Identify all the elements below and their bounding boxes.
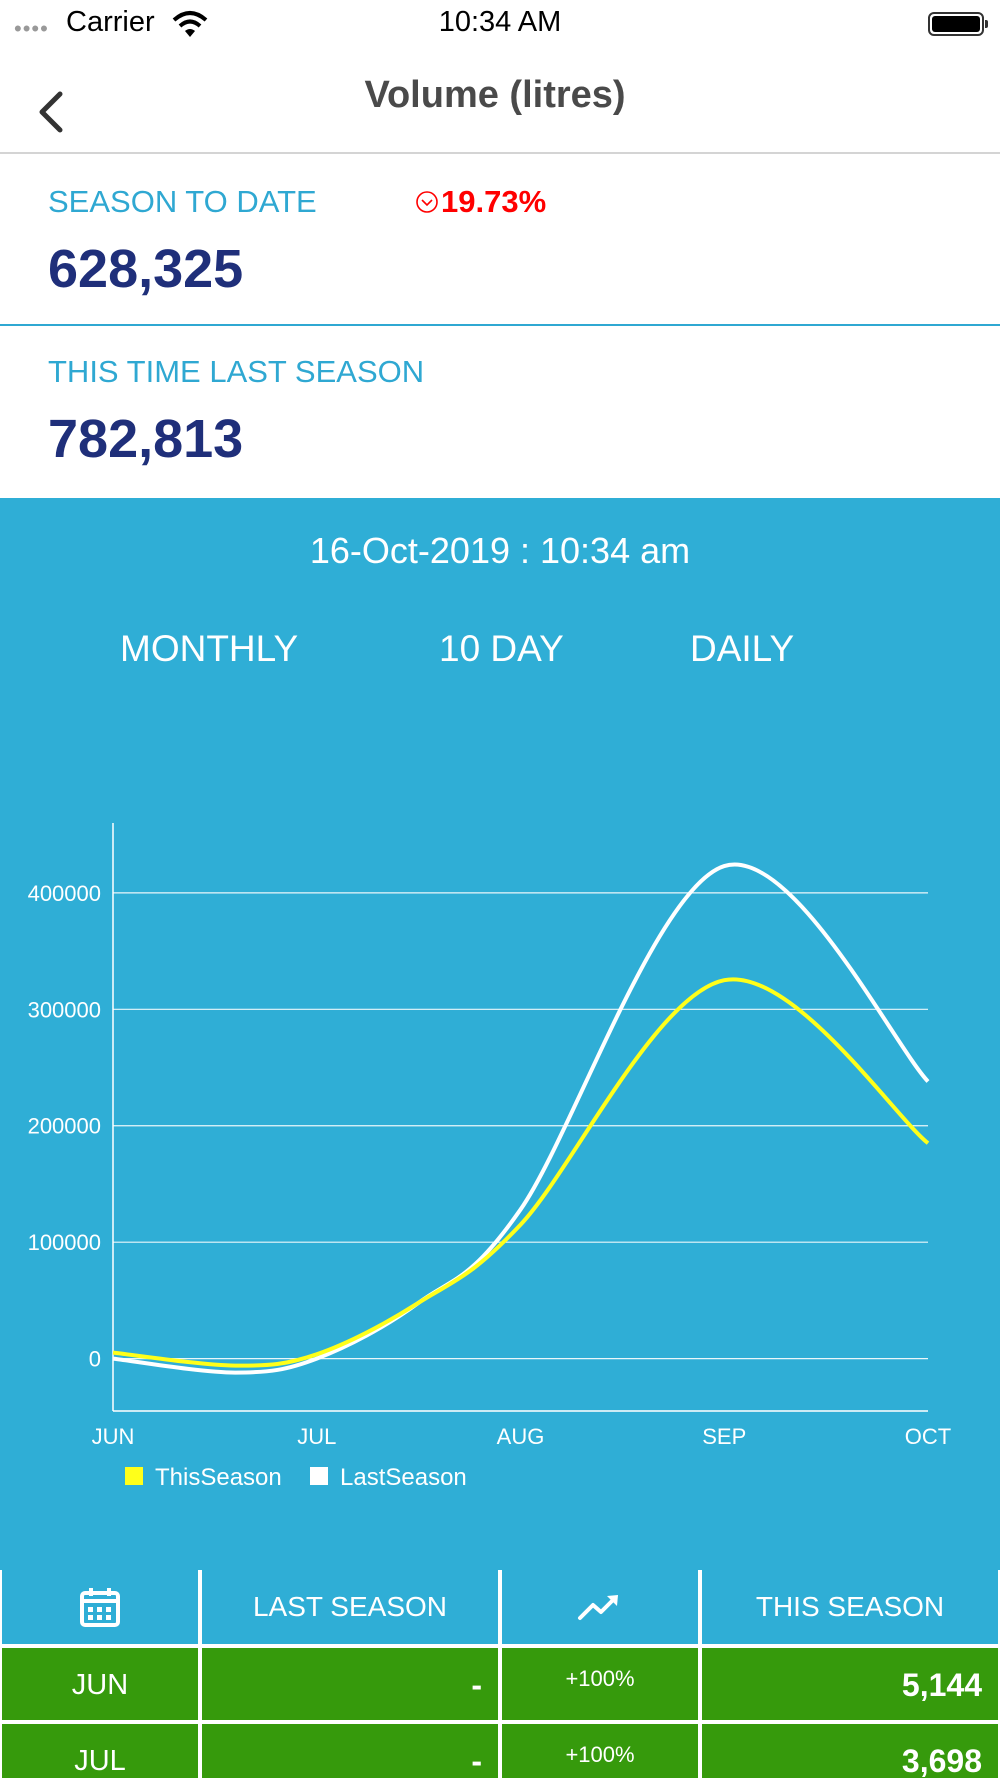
change-cell: +100% (500, 1724, 700, 1778)
season-change-badge: 19.73% (415, 184, 546, 220)
month-cell: JUL (0, 1724, 200, 1778)
series-line-thisseason (112, 977, 930, 1368)
this-season-cell: 5,144 (700, 1648, 1000, 1722)
wifi-icon (172, 11, 208, 37)
y-tick-label: 100000 (28, 1230, 101, 1255)
carrier-label: Carrier (66, 6, 155, 38)
back-chevron-icon[interactable] (28, 86, 78, 136)
table-row: JUN - +100% 5,144 (0, 1648, 1000, 1724)
last-season-header: LAST SEASON (200, 1570, 500, 1644)
season-to-date-label: SEASON TO DATE (48, 184, 317, 219)
last-season-section: THIS TIME LAST SEASON 782,813 (0, 328, 1000, 498)
last-season-label: THIS TIME LAST SEASON (48, 354, 425, 389)
tab-monthly[interactable]: MONTHLY (120, 628, 299, 669)
legend-label-lastseason: LastSeason (340, 1464, 467, 1491)
calendar-icon (80, 1588, 120, 1627)
table-header-row: LAST SEASON THIS SEASON (0, 1570, 1000, 1646)
tab-10-day[interactable]: 10 DAY (439, 628, 564, 669)
x-tick-label: AUG (497, 1424, 545, 1449)
x-tick-label: JUL (297, 1424, 336, 1449)
volume-line-chart: 0 100000 200000 300000 400000 JUN JUL AUG SEP OCT… (28, 823, 951, 1491)
tab-daily[interactable]: DAILY (690, 628, 795, 669)
legend-swatch-thisseason (125, 1467, 143, 1485)
y-tick-label: 400000 (28, 881, 101, 906)
trend-header-cell (500, 1570, 700, 1644)
chart-datetime: 16-Oct-2019 : 10:34 am (309, 530, 691, 571)
clock-time: 10:34 AM (438, 6, 562, 38)
trend-up-icon (578, 1595, 618, 1620)
page-title: Volume (litres) (364, 74, 626, 116)
season-to-date-section: SEASON TO DATE 19.73% 628,325 (0, 156, 1000, 326)
row-divider (0, 1644, 1000, 1648)
period-tabs: MONTHLY 10 DAY DAILY (0, 628, 1000, 678)
last-season-cell: - (200, 1648, 500, 1722)
last-season-value: 782,813 (48, 409, 244, 469)
battery-icon (928, 12, 988, 36)
this-season-header: THIS SEASON (700, 1570, 1000, 1644)
x-tick-label: SEP (702, 1424, 746, 1449)
legend-swatch-lastseason (310, 1467, 328, 1485)
table-row: JUL - +100% 3,698 (0, 1724, 1000, 1778)
y-tick-label: 300000 (28, 997, 101, 1022)
series-line-lastseason (112, 862, 930, 1375)
y-tick-label: 200000 (28, 1114, 101, 1139)
this-season-cell: 3,698 (700, 1724, 1000, 1778)
month-cell: JUN (0, 1648, 200, 1722)
row-divider (0, 1720, 1000, 1724)
chart-panel: 16-Oct-2019 : 10:34 am MONTHLY 10 DAY DA… (0, 498, 1000, 1778)
month-header-cell (0, 1570, 200, 1644)
navigation-bar: Volume (litres) (0, 48, 1000, 154)
legend-label-thisseason: ThisSeason (155, 1464, 282, 1491)
x-tick-label: JUN (92, 1424, 135, 1449)
season-to-date-value: 628,325 (48, 239, 244, 299)
change-cell: +100% (500, 1648, 700, 1722)
down-circle-icon (416, 191, 438, 213)
season-change-value: 19.73% (441, 184, 547, 219)
y-tick-label: 0 (89, 1347, 101, 1372)
x-tick-label: OCT (905, 1424, 951, 1449)
last-season-cell: - (200, 1724, 500, 1778)
status-bar: •••• Carrier 10:34 AM (0, 0, 1000, 48)
